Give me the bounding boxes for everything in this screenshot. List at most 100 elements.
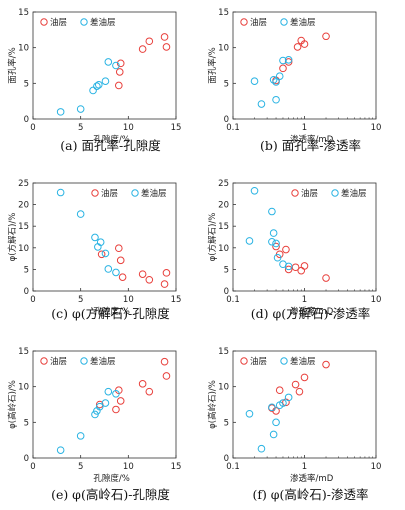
- data-point-oil-layer-2: [115, 68, 124, 76]
- data-point-poor-oil-layer-7: [104, 265, 113, 273]
- y-axis-label: φ(方解石)/%: [7, 213, 18, 262]
- chart-panel-3: 0 5 10 15 0 5 10 15 20 25 孔隙度/% φ(方解石)/% 油层 差油层 (c) φ(…: [7, 179, 181, 321]
- y-axis-label: φ(高岭石)/%: [7, 380, 18, 429]
- data-point-poor-oil-layer-6: [279, 56, 287, 65]
- legend-marker-poor-oil-layer: [80, 357, 88, 365]
- legend-label-poor-oil-layer: 差油层: [90, 356, 116, 367]
- data-point-oil-layer-4: [138, 45, 147, 53]
- legend-marker-oil-layer: [240, 18, 248, 26]
- data-point-poor-oil-layer-6: [279, 399, 287, 407]
- data-point-oil-layer-8: [322, 360, 330, 369]
- data-point-poor-oil-layer-6: [272, 239, 280, 248]
- data-point-poor-oil-layer-5: [95, 402, 104, 411]
- data-point-oil-layer-8: [322, 274, 330, 282]
- y-tick-label: 10: [18, 383, 29, 393]
- data-point-poor-oil-layer-1: [250, 77, 259, 85]
- data-point-oil-layer-6: [295, 387, 304, 396]
- y-tick-label: 0: [24, 287, 29, 297]
- y-tick-label: 0: [24, 115, 29, 125]
- x-axis-label: 孔隙度/%: [93, 134, 129, 145]
- x-tick-label: 5: [78, 462, 83, 472]
- chart-panel-4: 0.1 1 10 0 5 10 15 20 25 渗透率/mD φ(方解石)/% 油层 差油层 (d) φ…: [207, 179, 381, 321]
- y-tick-label: 15: [18, 347, 29, 357]
- data-point-poor-oil-layer-3: [91, 233, 99, 242]
- legend-label-poor-oil-layer: 差油层: [90, 17, 116, 28]
- x-tick-label: 15: [171, 462, 182, 472]
- y-tick-label: 10: [218, 383, 229, 393]
- y-tick-label: 15: [218, 347, 229, 357]
- x-tick-label: 0: [30, 462, 35, 472]
- plot-frame: [32, 350, 177, 459]
- data-point-oil-layer-4: [116, 397, 125, 405]
- data-point-poor-oil-layer-8: [112, 61, 120, 70]
- data-point-poor-oil-layer-2: [76, 210, 85, 218]
- legend-label-oil-layer: 油层: [50, 17, 67, 28]
- legend-label-poor-oil-layer: 差油层: [290, 17, 316, 28]
- legend-marker-oil-layer: [40, 18, 48, 26]
- plot-frame: [232, 182, 377, 292]
- legend-marker-oil-layer: [240, 357, 248, 365]
- x-tick-label: 10: [371, 462, 382, 472]
- data-point-poor-oil-layer-8: [112, 390, 120, 398]
- y-tick-label: 20: [218, 201, 229, 211]
- data-point-poor-oil-layer-3: [89, 86, 97, 95]
- y-tick-label: 5: [24, 79, 29, 89]
- data-point-oil-layer-7: [322, 32, 330, 41]
- y-tick-label: 25: [18, 179, 29, 189]
- data-point-poor-oil-layer-8: [268, 403, 276, 412]
- chart-panel-2: 0.1 1 10 0 5 10 15 渗透率/mD 面孔率/% 油层 差油层 (b) 面孔率-渗透率: [207, 8, 381, 153]
- data-point-poor-oil-layer-5: [268, 237, 276, 246]
- data-point-poor-oil-layer-1: [56, 108, 65, 116]
- data-point-oil-layer-3: [116, 256, 125, 265]
- legend-marker-oil-layer: [291, 189, 299, 197]
- data-point-poor-oil-layer-9: [284, 262, 293, 271]
- legend-label-poor-oil-layer: 差油层: [341, 188, 367, 199]
- data-point-poor-oil-layer-2: [257, 444, 266, 453]
- x-tick-label: 5: [78, 123, 83, 133]
- data-point-oil-layer-3: [116, 59, 125, 68]
- y-tick-label: 15: [218, 222, 229, 232]
- data-point-poor-oil-layer-7: [284, 393, 293, 402]
- x-tick-label: 10: [371, 123, 382, 133]
- legend-marker-poor-oil-layer: [280, 357, 288, 365]
- x-tick-label: 5: [78, 295, 83, 305]
- x-axis-label: 渗透率/mD: [290, 473, 334, 484]
- x-axis-label: 孔隙度/%: [93, 306, 129, 317]
- y-tick-label: 0: [224, 287, 229, 297]
- data-point-oil-layer-7: [162, 43, 171, 51]
- data-point-oil-layer-6: [300, 40, 309, 48]
- y-tick-label: 5: [224, 79, 229, 89]
- data-point-oil-layer-6: [145, 387, 154, 396]
- data-point-poor-oil-layer-8: [112, 268, 120, 277]
- legend-label-oil-layer: 油层: [50, 356, 67, 367]
- y-tick-label: 15: [18, 222, 29, 232]
- x-tick-label: 0: [30, 123, 35, 133]
- data-point-poor-oil-layer-4: [269, 229, 278, 237]
- panel-caption: (a) 面孔率-孔隙度: [60, 138, 161, 153]
- x-tick-label: 1: [302, 462, 307, 472]
- chart-panel-1: 0 5 10 15 0 5 10 15 孔隙度/% 面孔率/% 油层 差油层 (a) 面孔率-孔隙度: [7, 8, 181, 153]
- data-point-poor-oil-layer-2: [76, 432, 85, 440]
- data-point-poor-oil-layer-5: [94, 80, 103, 89]
- legend-marker-poor-oil-layer: [131, 189, 139, 197]
- x-tick-label: 0.1: [226, 295, 240, 305]
- data-point-poor-oil-layer-6: [101, 77, 110, 85]
- data-point-poor-oil-layer-7: [104, 58, 113, 66]
- y-tick-label: 0: [24, 454, 29, 464]
- data-point-poor-oil-layer-1: [245, 237, 254, 245]
- x-tick-label: 0: [30, 295, 35, 305]
- x-axis-label: 渗透率/mD: [290, 306, 334, 317]
- data-point-poor-oil-layer-7: [104, 387, 113, 396]
- data-point-oil-layer-8: [162, 372, 171, 380]
- data-point-poor-oil-layer-3: [268, 207, 276, 216]
- y-tick-label: 10: [218, 44, 229, 54]
- data-point-poor-oil-layer-4: [93, 82, 101, 90]
- data-point-poor-oil-layer-6: [101, 249, 110, 258]
- y-tick-label: 15: [18, 8, 29, 18]
- panel-caption: (d) φ(方解石)-渗透率: [251, 306, 370, 321]
- y-tick-label: 10: [18, 244, 29, 254]
- data-point-oil-layer-6: [160, 33, 169, 41]
- data-point-oil-layer-4: [293, 43, 302, 51]
- x-tick-label: 10: [123, 295, 134, 305]
